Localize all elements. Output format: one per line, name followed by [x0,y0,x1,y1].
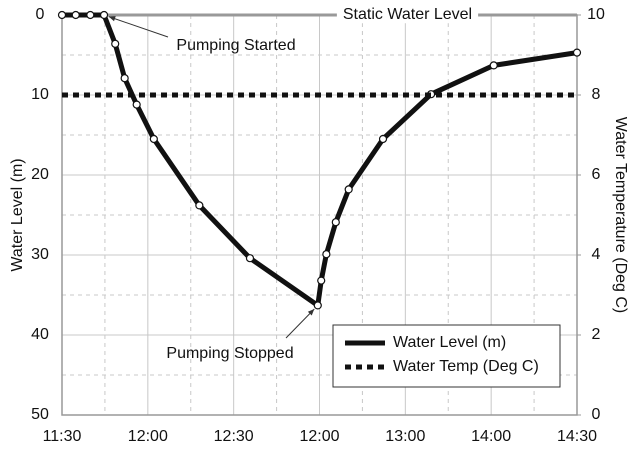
reference-label-bg [336,6,479,24]
point-marker [322,250,331,259]
y2-tick-label: 2 [592,326,601,343]
point-marker [86,10,95,20]
point-marker [149,134,158,144]
x-tick-label: 14:30 [557,428,597,445]
point-marker [195,201,204,210]
point-marker [313,301,322,310]
point-marker [317,276,326,285]
reference-label: Static Water Level [343,6,472,23]
annotation-arrowhead [307,308,315,316]
y-tick-label: 0 [36,6,45,23]
x-tick-label: 12:30 [214,428,254,445]
y-tick-label: 50 [31,406,49,423]
y2-tick-label: 0 [592,406,601,423]
y2-tick-label: 10 [587,6,605,23]
point-marker [331,218,340,227]
y-tick-label: 30 [31,246,49,263]
legend-label: Water Temp (Deg C) [393,358,539,375]
point-marker [57,10,67,20]
point-marker [572,48,582,57]
y-tick-label: 10 [31,86,49,103]
legend-label: Water Level (m) [393,334,506,351]
point-marker [71,10,80,20]
x-tick-label: 12:00 [299,428,339,445]
y-tick-label: 40 [31,326,49,343]
legend-box [332,324,561,388]
x-tick-label: 14:00 [471,428,511,445]
y2-axis-title: Water Temperature (Deg C) [612,117,629,314]
y-axis-title: Water Level (m) [9,158,26,271]
annotation-text: Pumping Started [176,37,295,54]
point-marker [378,134,388,144]
annotation-arrow [108,16,169,38]
y2-tick-label: 4 [592,246,601,263]
annotation-text: Pumping Stopped [166,345,293,362]
x-tick-label: 13:00 [385,428,425,445]
x-tick-label: 12:00 [128,428,168,445]
point-marker [245,254,255,263]
point-marker [111,39,120,48]
y2-tick-label: 8 [592,86,601,103]
point-marker [132,100,141,109]
point-marker [344,185,353,194]
x-tick-label: 11:30 [43,428,82,445]
y2-tick-label: 6 [592,166,601,183]
annotation-arrow [285,308,315,339]
y-tick-label: 20 [31,166,49,183]
point-marker [120,74,129,83]
point-marker [99,10,109,20]
annotation-arrowhead [108,16,116,22]
point-marker [489,61,498,70]
